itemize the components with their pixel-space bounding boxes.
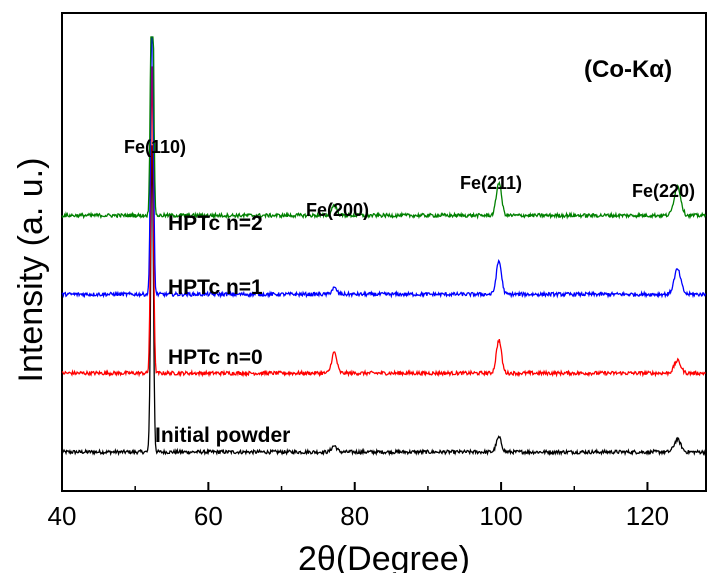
plot-area-border (61, 12, 707, 492)
x-tick-label: 40 (48, 501, 77, 531)
series-line-hptc-n-0 (61, 66, 707, 378)
series-line-initial-powder (61, 145, 707, 457)
series-line-hptc-n-1 (61, 36, 707, 299)
series-label-hptc-n0: HPTc n=0 (168, 346, 263, 369)
series-label-hptc-n2: HPTc n=2 (168, 212, 263, 235)
peak-label-fe211: Fe(211) (460, 173, 522, 193)
series-layer (61, 36, 707, 457)
radiation-label: (Co-Kα) (584, 56, 672, 83)
plot-frame (61, 12, 707, 492)
x-axis-title: 2θ(Degree) (298, 540, 470, 573)
series-label-initial-powder: Initial powder (155, 424, 290, 447)
peak-label-fe110: Fe(110) (124, 137, 186, 157)
x-tick-label: 80 (340, 501, 369, 531)
series-line-hptc-n-2 (61, 36, 707, 220)
x-tick-label: 120 (626, 501, 669, 531)
x-tick-label: 100 (479, 501, 522, 531)
x-ticks: 40 60 80 100 120 (48, 482, 669, 531)
series-label-hptc-n1: HPTc n=1 (168, 276, 263, 299)
y-axis-title: Intensity (a. u.) (12, 158, 50, 383)
peak-label-fe220: Fe(220) (632, 181, 695, 201)
peak-label-fe200: Fe(200) (306, 200, 369, 220)
x-tick-label: 60 (194, 501, 223, 531)
